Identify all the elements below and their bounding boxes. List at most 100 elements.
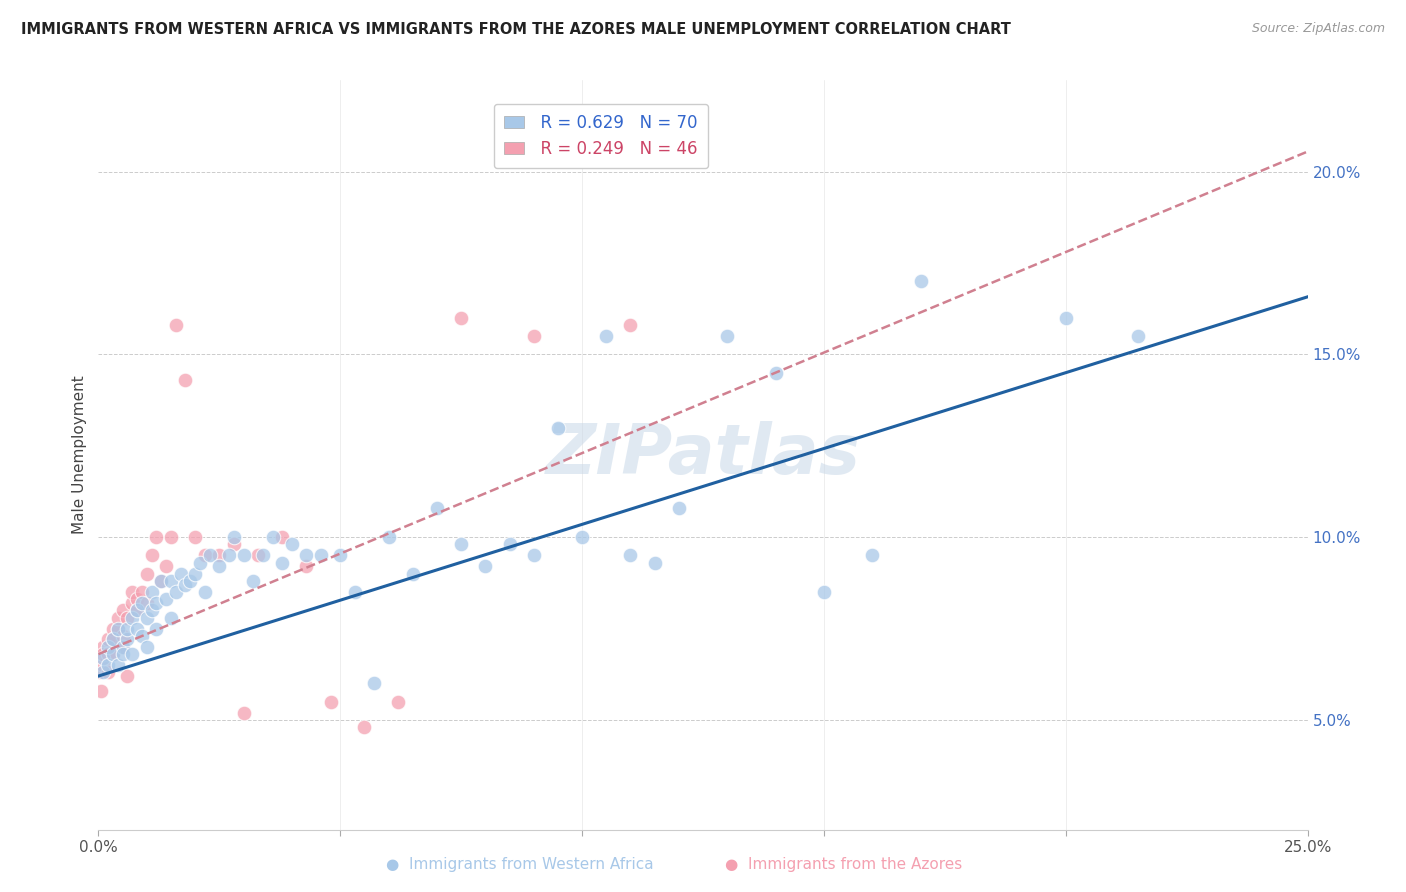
Point [232, 549, 254, 563]
Point [141, 549, 163, 563]
Text: ●  Immigrants from Western Africa: ● Immigrants from Western Africa [387, 857, 654, 872]
Point [101, 632, 124, 647]
Point [319, 695, 342, 709]
Point [160, 610, 183, 624]
Point [271, 556, 294, 570]
Point [165, 585, 187, 599]
Point [150, 574, 173, 588]
Point [765, 366, 787, 380]
Point [111, 640, 134, 654]
Point [619, 318, 641, 333]
Point [90, 683, 112, 698]
Point [232, 706, 254, 720]
Point [309, 549, 332, 563]
Point [179, 574, 201, 588]
Point [194, 585, 217, 599]
Point [91, 640, 114, 654]
Point [121, 647, 143, 661]
Point [117, 610, 139, 624]
Point [619, 549, 641, 563]
Point [387, 695, 409, 709]
Point [111, 647, 134, 661]
Point [174, 373, 197, 387]
Point [121, 596, 143, 610]
Point [91, 665, 114, 680]
Point [595, 329, 617, 343]
Point [141, 585, 163, 599]
Point [131, 596, 153, 610]
Point [247, 549, 270, 563]
Point [450, 310, 472, 325]
Point [208, 559, 231, 574]
Point [169, 566, 191, 581]
Point [174, 577, 197, 591]
Point [218, 549, 240, 563]
Point [571, 530, 593, 544]
Point [1128, 329, 1150, 343]
Point [716, 329, 738, 343]
Point [860, 549, 883, 563]
Point [131, 629, 153, 643]
Point [262, 530, 284, 544]
Point [329, 549, 352, 563]
Point [97, 665, 120, 680]
Point [127, 622, 149, 636]
Point [194, 549, 217, 563]
Point [910, 274, 932, 288]
Point [295, 549, 318, 563]
Point [644, 556, 666, 570]
Point [101, 632, 124, 647]
Point [402, 566, 425, 581]
Point [295, 559, 318, 574]
Text: Source: ZipAtlas.com: Source: ZipAtlas.com [1251, 22, 1385, 36]
Point [135, 596, 157, 610]
Point [111, 603, 134, 617]
Point [91, 650, 114, 665]
Point [208, 549, 231, 563]
Point [343, 585, 366, 599]
Point [377, 530, 399, 544]
Point [426, 500, 449, 515]
Point [127, 592, 149, 607]
Point [127, 603, 149, 617]
Point [121, 610, 143, 624]
Point [97, 647, 120, 661]
Text: ●  Immigrants from the Azores: ● Immigrants from the Azores [725, 857, 962, 872]
Point [165, 318, 187, 333]
Point [353, 720, 375, 734]
Point [107, 610, 129, 624]
Point [668, 500, 690, 515]
Point [363, 676, 385, 690]
Point [89, 665, 111, 680]
Point [523, 549, 546, 563]
Point [184, 566, 207, 581]
Point [135, 610, 157, 624]
Text: ZIPatlas: ZIPatlas [546, 421, 860, 489]
Point [198, 549, 221, 563]
Point [188, 556, 211, 570]
Legend:   R = 0.629   N = 70,   R = 0.249   N = 46: R = 0.629 N = 70, R = 0.249 N = 46 [494, 103, 707, 168]
Y-axis label: Male Unemployment: Male Unemployment [72, 376, 87, 534]
Point [117, 622, 139, 636]
Point [117, 669, 139, 683]
Point [127, 603, 149, 617]
Point [121, 585, 143, 599]
Point [107, 622, 129, 636]
Point [107, 658, 129, 673]
Point [160, 530, 183, 544]
Point [523, 329, 546, 343]
Point [135, 566, 157, 581]
Point [131, 585, 153, 599]
Point [91, 647, 114, 661]
Point [145, 596, 167, 610]
Point [1054, 310, 1077, 325]
Point [547, 420, 569, 434]
Point [222, 530, 245, 544]
Point [813, 585, 835, 599]
Point [271, 530, 294, 544]
Point [222, 537, 245, 551]
Point [474, 559, 496, 574]
Point [97, 640, 120, 654]
Point [242, 574, 264, 588]
Point [498, 537, 520, 551]
